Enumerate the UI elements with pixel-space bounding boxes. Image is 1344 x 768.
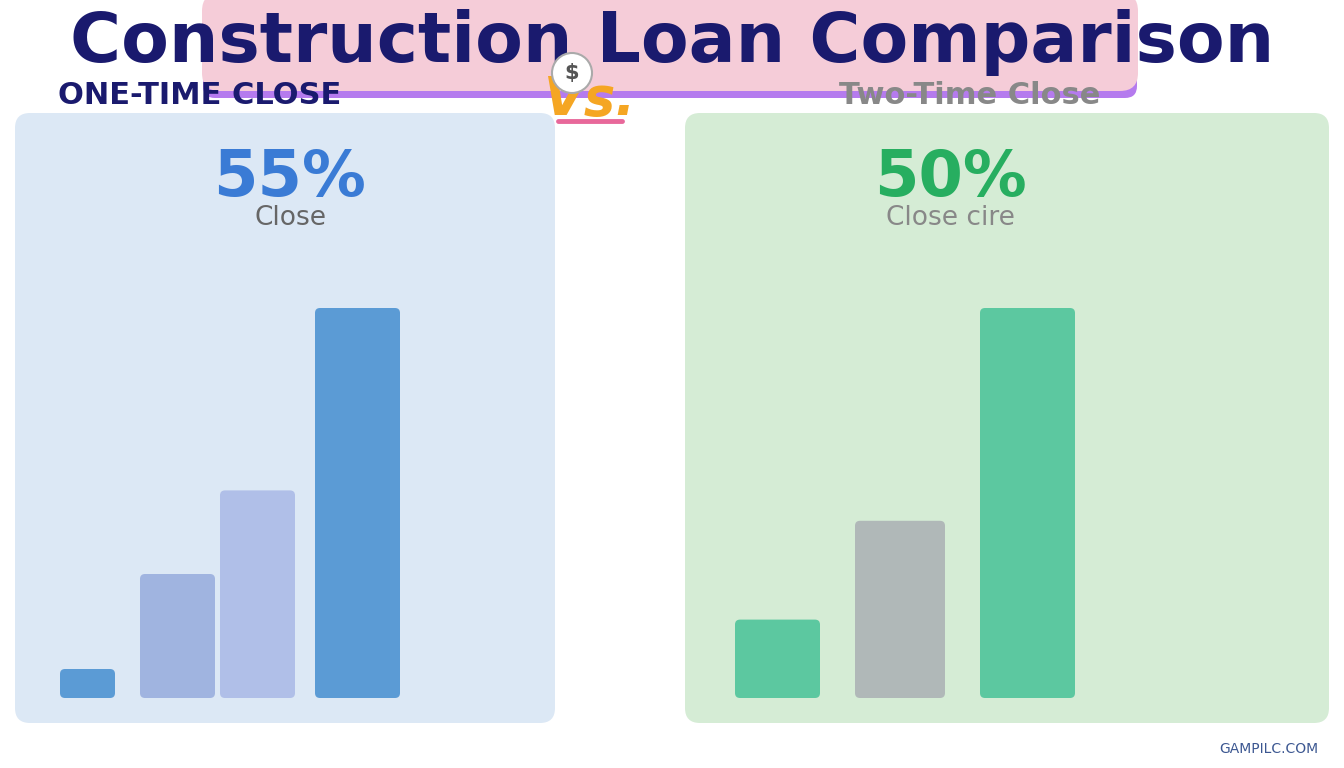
FancyBboxPatch shape [60,669,116,698]
FancyBboxPatch shape [220,491,294,698]
FancyBboxPatch shape [15,113,555,723]
FancyBboxPatch shape [140,574,215,698]
Text: $: $ [564,63,579,83]
Text: Two-Time Close: Two-Time Close [839,81,1101,111]
Text: Close: Close [254,205,327,231]
FancyBboxPatch shape [685,113,1329,723]
FancyBboxPatch shape [314,308,401,698]
Text: ONE-TIME CLOSE: ONE-TIME CLOSE [58,81,341,111]
Circle shape [552,53,591,93]
FancyBboxPatch shape [855,521,945,698]
Text: 55%: 55% [214,147,367,209]
FancyBboxPatch shape [980,308,1075,698]
FancyBboxPatch shape [735,620,820,698]
Text: GAMPILC.COM: GAMPILC.COM [1219,742,1318,756]
Text: Close cire: Close cire [886,205,1015,231]
Text: Construction Loan Comparison: Construction Loan Comparison [70,8,1274,75]
Text: 50%: 50% [874,147,1027,209]
FancyBboxPatch shape [203,46,1137,98]
FancyBboxPatch shape [202,0,1138,91]
Text: Vs.: Vs. [544,74,636,126]
